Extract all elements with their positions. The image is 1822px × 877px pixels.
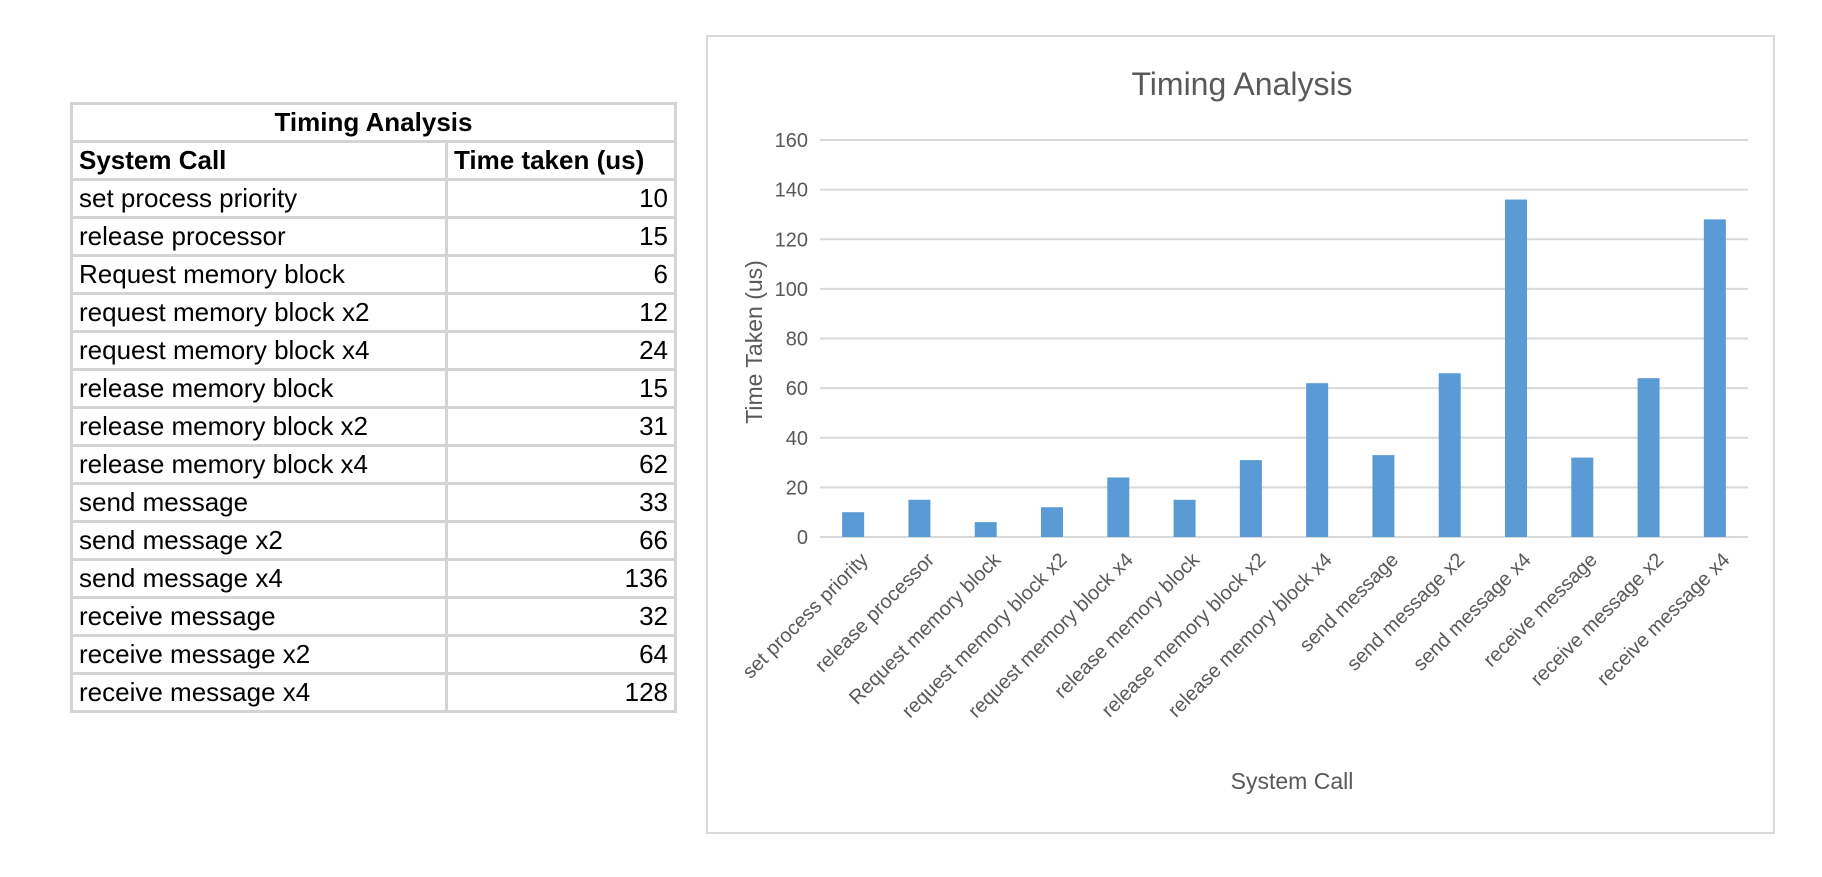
cell-time-taken: 136 [445,558,677,599]
cell-time-taken: 12 [445,292,677,333]
table-row: receive message 32 [70,596,677,637]
cell-time-taken: 32 [445,596,677,637]
table-row: release memory block 15 [70,368,677,409]
bar [1107,477,1130,537]
bar [1239,460,1262,537]
x-category-label: receive message x4 [1593,549,1734,690]
bar [1571,457,1594,537]
bar [1041,507,1063,537]
col-header-system-call: System Call [70,140,448,181]
y-tick-label: 60 [786,378,808,400]
y-tick-label: 0 [797,527,808,549]
table-row: send message x4 136 [70,558,677,599]
bar [1505,199,1527,538]
bar [1703,219,1726,537]
table-row: request memory block x2 12 [70,292,677,333]
col-header-time-taken: Time taken (us) [445,140,677,181]
y-tick-labels: 0 20 40 60 80 100 120 140 160 [775,130,808,549]
chart-title: Timing Analysis [1131,66,1352,102]
bar [974,522,997,537]
gridlines [820,139,1748,538]
table-row: release processor 15 [70,216,677,257]
bar [1637,378,1660,537]
cell-system-call: receive message x4 [70,672,448,713]
cell-time-taken: 15 [445,216,677,257]
table-title: Timing Analysis [70,102,677,143]
table-row: release memory block x4 62 [70,444,677,485]
cell-system-call: receive message [70,596,448,637]
cell-time-taken: 66 [445,520,677,561]
chart-container: Timing Analysis 0 20 40 60 80 100 120 140 160 se… [706,35,1775,834]
bar [1438,373,1461,537]
cell-system-call: release processor [70,216,448,257]
cell-time-taken: 24 [445,330,677,371]
table-title-row: Timing Analysis [70,102,677,143]
table-row: Request memory block 6 [70,254,677,295]
table-row: receive message x2 64 [70,634,677,675]
timing-table: Timing Analysis System Call Time taken (… [70,102,677,713]
cell-system-call: release memory block x4 [70,444,448,485]
table-body: set process priority 10 release processor 1… [70,178,677,713]
table-row: send message 33 [70,482,677,523]
table-row: request memory block x4 24 [70,330,677,371]
x-category-label: receive message [1479,549,1601,671]
cell-system-call: Request memory block [70,254,448,295]
cell-system-call: receive message x2 [70,634,448,675]
cell-time-taken: 10 [445,178,677,219]
cell-system-call: set process priority [70,178,448,219]
cell-time-taken: 6 [445,254,677,295]
cell-system-call: request memory block x2 [70,292,448,333]
cell-time-taken: 31 [445,406,677,447]
cell-time-taken: 33 [445,482,677,523]
cell-system-call: release memory block x2 [70,406,448,447]
y-tick-label: 140 [775,180,808,202]
y-tick-label: 20 [786,477,808,499]
x-category-label: send message x4 [1409,549,1535,675]
bar [1372,455,1395,537]
cell-time-taken: 15 [445,368,677,409]
y-axis-label: Time Taken (us) [741,260,767,424]
y-tick-label: 100 [775,279,808,301]
y-tick-label: 160 [775,130,808,152]
y-tick-label: 120 [775,229,808,251]
bar [908,499,931,537]
x-category-label: send message x2 [1343,549,1469,675]
x-axis-label: System Call [1231,768,1354,794]
bar [842,512,865,537]
cell-time-taken: 128 [445,672,677,713]
cell-system-call: send message x4 [70,558,448,599]
x-category-label: release processor [811,549,939,677]
bar [1306,383,1329,537]
table-row: release memory block x2 31 [70,406,677,447]
x-category-label: set process priority [738,549,872,683]
cell-system-call: release memory block [70,368,448,409]
cell-time-taken: 62 [445,444,677,485]
bar [1173,499,1196,537]
table-row: set process priority 10 [70,178,677,219]
cell-system-call: request memory block x4 [70,330,448,371]
table-row: send message x2 66 [70,520,677,561]
cell-system-call: send message [70,482,448,523]
y-tick-label: 80 [786,329,808,351]
bars [842,199,1726,538]
y-tick-label: 40 [786,428,808,450]
cell-time-taken: 64 [445,634,677,675]
cell-system-call: send message x2 [70,520,448,561]
table-header-row: System Call Time taken (us) [70,140,677,181]
bar-chart: Timing Analysis 0 20 40 60 80 100 120 140 160 se… [738,66,1748,794]
table-row: receive message x4 128 [70,672,677,713]
